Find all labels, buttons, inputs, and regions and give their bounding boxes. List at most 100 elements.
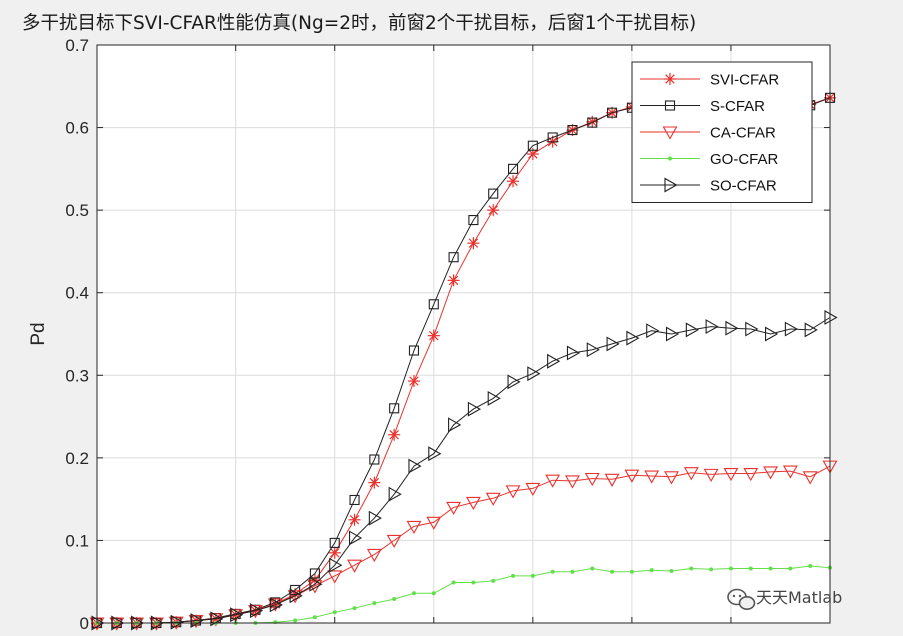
data-point-go-cfar bbox=[491, 578, 496, 583]
y-tick-label: 0 bbox=[80, 614, 89, 633]
data-point-so-cfar bbox=[606, 336, 620, 352]
data-point-s-cfar bbox=[408, 345, 420, 356]
data-point-s-cfar bbox=[587, 117, 598, 128]
data-point-ca-cfar bbox=[327, 570, 343, 584]
legend-item-svi-cfar[interactable]: SVI-CFAR bbox=[640, 72, 779, 89]
data-point-ca-cfar bbox=[584, 472, 600, 487]
data-point-so-cfar bbox=[388, 486, 402, 502]
data-point-go-cfar bbox=[709, 567, 714, 572]
legend-label: S-CFAR bbox=[710, 98, 765, 115]
marker-stroke bbox=[468, 238, 479, 248]
data-point-ca-cfar bbox=[703, 468, 719, 482]
marker-stroke bbox=[329, 548, 340, 558]
y-tick-label: 0.6 bbox=[65, 119, 89, 138]
data-point-go-cfar bbox=[392, 597, 397, 602]
data-point-ca-cfar bbox=[148, 617, 164, 631]
data-point-go-cfar bbox=[610, 569, 615, 574]
data-point-svi-cfar bbox=[328, 546, 341, 559]
data-point-go-cfar bbox=[629, 569, 634, 574]
data-point-go-cfar bbox=[669, 568, 674, 573]
y-tick-label: 0.1 bbox=[65, 531, 89, 550]
legend[interactable]: SVI-CFAR S-CFAR CA-CFAR GO-CFAR SO-CFAR bbox=[631, 61, 813, 203]
data-point-go-cfar bbox=[431, 591, 436, 596]
data-point-so-cfar bbox=[626, 330, 640, 346]
data-point-go-cfar bbox=[768, 566, 773, 571]
data-point-ca-cfar bbox=[723, 467, 739, 482]
series-ca-cfar bbox=[89, 460, 838, 631]
data-point-go-cfar bbox=[788, 566, 793, 571]
data-point-go-cfar bbox=[550, 569, 555, 574]
data-point-go-cfar bbox=[332, 610, 337, 615]
data-point-go-cfar bbox=[590, 566, 595, 571]
legend-swatch-marker bbox=[664, 100, 676, 111]
legend-item-so-cfar[interactable]: SO-CFAR bbox=[640, 178, 777, 195]
legend-swatch-marker bbox=[668, 156, 672, 161]
data-point-svi-cfar bbox=[348, 513, 361, 526]
data-point-ca-cfar bbox=[604, 473, 620, 487]
data-point-go-cfar bbox=[471, 580, 476, 585]
data-point-so-cfar bbox=[824, 310, 838, 325]
data-point-ca-cfar bbox=[109, 617, 125, 631]
data-point-so-cfar bbox=[230, 607, 244, 623]
data-point-so-cfar bbox=[309, 576, 323, 592]
data-point-so-cfar bbox=[745, 321, 759, 337]
data-point-so-cfar bbox=[765, 326, 779, 342]
legend-item-ca-cfar[interactable]: CA-CFAR bbox=[640, 125, 776, 142]
data-point-go-cfar bbox=[530, 573, 535, 578]
data-point-go-cfar bbox=[451, 580, 456, 585]
data-point-go-cfar bbox=[372, 601, 377, 606]
data-point-ca-cfar bbox=[505, 485, 521, 499]
data-point-ca-cfar bbox=[683, 467, 699, 481]
watermark: 天天Matlab bbox=[727, 588, 842, 610]
data-point-ca-cfar bbox=[545, 474, 561, 488]
data-point-go-cfar bbox=[748, 566, 753, 571]
marker-stroke bbox=[349, 515, 360, 525]
data-point-ca-cfar bbox=[624, 469, 640, 483]
marker-stroke bbox=[488, 205, 498, 215]
data-point-so-cfar bbox=[784, 321, 798, 337]
data-point-svi-cfar bbox=[368, 476, 381, 489]
data-point-s-cfar bbox=[607, 107, 618, 118]
data-point-svi-cfar bbox=[388, 428, 401, 441]
data-point-s-cfar bbox=[507, 163, 519, 174]
data-point-s-cfar bbox=[468, 215, 479, 226]
legend-swatch-marker bbox=[664, 73, 676, 85]
marker-stroke bbox=[587, 117, 598, 127]
data-point-s-cfar bbox=[488, 188, 499, 199]
marker-stroke bbox=[665, 74, 675, 84]
y-tick-label: 0.2 bbox=[65, 449, 89, 468]
data-point-s-cfar bbox=[369, 454, 380, 465]
data-point-svi-cfar bbox=[427, 329, 440, 342]
data-point-so-cfar bbox=[448, 417, 462, 433]
y-tick-label: 0.4 bbox=[65, 284, 89, 303]
data-point-ca-cfar bbox=[267, 598, 283, 612]
data-point-ca-cfar bbox=[644, 470, 660, 484]
data-point-svi-cfar bbox=[487, 204, 500, 217]
data-point-ca-cfar bbox=[446, 501, 462, 516]
data-point-so-cfar bbox=[527, 366, 541, 382]
y-tick-label: 0.7 bbox=[65, 36, 89, 55]
data-point-go-cfar bbox=[312, 615, 317, 620]
data-point-so-cfar bbox=[547, 353, 561, 369]
data-point-ca-cfar bbox=[565, 475, 580, 489]
data-point-so-cfar bbox=[487, 390, 501, 406]
legend-item-go-cfar[interactable]: GO-CFAR bbox=[640, 151, 779, 168]
data-point-s-cfar bbox=[567, 124, 578, 136]
legend-item-s-cfar[interactable]: S-CFAR bbox=[640, 98, 765, 115]
data-point-ca-cfar bbox=[406, 520, 422, 535]
data-point-ca-cfar bbox=[664, 471, 679, 485]
plot-frame bbox=[96, 44, 831, 624]
data-point-ca-cfar bbox=[485, 492, 501, 506]
data-point-so-cfar bbox=[210, 611, 224, 627]
legend-label: SVI-CFAR bbox=[710, 72, 779, 89]
data-point-so-cfar bbox=[91, 615, 105, 631]
data-point-svi-cfar bbox=[407, 375, 420, 388]
data-point-so-cfar bbox=[685, 322, 699, 338]
y-tick-label: 0.5 bbox=[65, 201, 89, 220]
data-point-s-cfar bbox=[428, 299, 439, 310]
chart-title: 多干扰目标下SVI-CFAR性能仿真(Ng=2时，前窗2个干扰目标，后窗1个干扰… bbox=[22, 13, 696, 34]
data-point-so-cfar bbox=[269, 597, 283, 613]
data-point-ca-cfar bbox=[129, 617, 145, 631]
data-point-s-cfar bbox=[448, 252, 459, 263]
data-point-go-cfar bbox=[649, 568, 654, 573]
